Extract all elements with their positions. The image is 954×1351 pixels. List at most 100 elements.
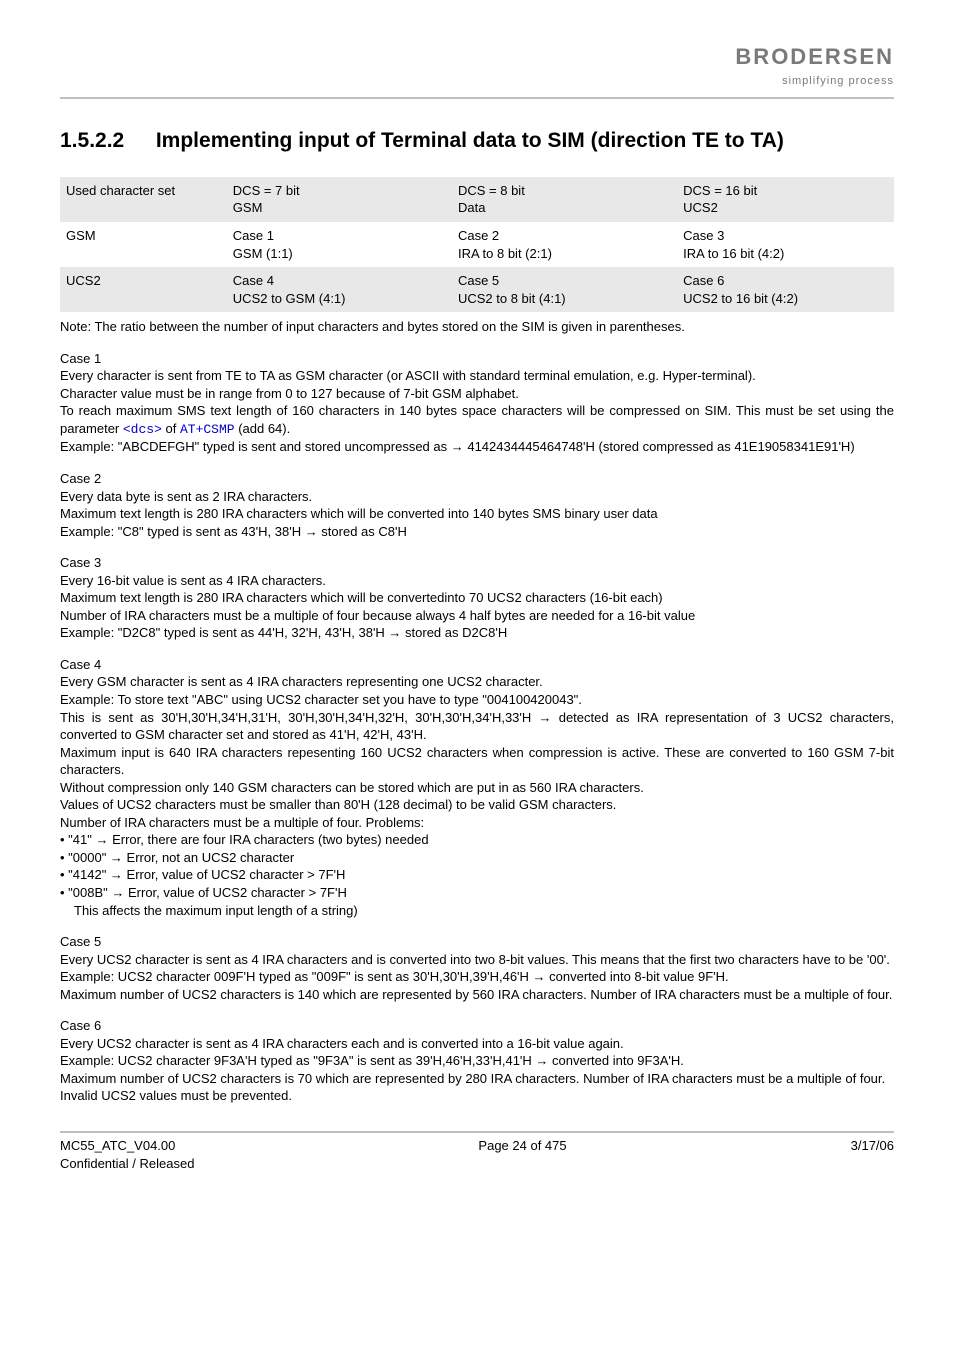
doc-status: Confidential / Released xyxy=(60,1156,194,1171)
page-header: BRODERSEN simplifying process xyxy=(60,42,894,89)
cell-text: Case 6 xyxy=(683,273,724,288)
text-span: of xyxy=(162,421,180,436)
header-rule xyxy=(60,97,894,99)
case-text: Every UCS2 character is sent as 4 IRA ch… xyxy=(60,951,894,969)
case-text: Values of UCS2 characters must be smalle… xyxy=(60,796,894,814)
cell-text: IRA to 8 bit (2:1) xyxy=(458,246,552,261)
case-text: Maximum text length is 280 IRA character… xyxy=(60,589,894,607)
case-text: Invalid UCS2 values must be prevented. xyxy=(60,1087,894,1105)
section-heading: 1.5.2.2 Implementing input of Terminal d… xyxy=(60,127,894,155)
case-text: Maximum number of UCS2 characters is 70 … xyxy=(60,1070,894,1088)
cell-text: Case 2 xyxy=(458,228,499,243)
footer-left: MC55_ATC_V04.00 Confidential / Released xyxy=(60,1137,194,1172)
table-cell: UCS2 xyxy=(60,267,227,312)
table-cell: Case 6 UCS2 to 16 bit (4:2) xyxy=(677,267,894,312)
cell-text: UCS2 xyxy=(683,200,718,215)
brand-name: BRODERSEN xyxy=(735,42,894,72)
cell-text: UCS2 to GSM (4:1) xyxy=(233,291,346,306)
table-cell: Case 5 UCS2 to 8 bit (4:1) xyxy=(452,267,677,312)
case-text: This is sent as 30'H,30'H,34'H,31'H, 30'… xyxy=(60,709,894,744)
dcs-table: Used character set DCS = 7 bit GSM DCS = … xyxy=(60,177,894,312)
case-title: Case 3 xyxy=(60,554,894,572)
list-item: "0000" → Error, not an UCS2 character xyxy=(60,849,894,867)
case-text: Example: UCS2 character 009F'H typed as … xyxy=(60,968,894,986)
case-text: Maximum number of UCS2 characters is 140… xyxy=(60,986,894,1004)
page-footer: MC55_ATC_V04.00 Confidential / Released … xyxy=(60,1137,894,1172)
list-item: "41" → Error, there are four IRA charact… xyxy=(60,831,894,849)
problems-list: "41" → Error, there are four IRA charact… xyxy=(60,831,894,919)
case-text: Example: UCS2 character 9F3A'H typed as … xyxy=(60,1052,894,1070)
table-cell: DCS = 8 bit Data xyxy=(452,177,677,222)
case-6: Case 6 Every UCS2 character is sent as 4… xyxy=(60,1017,894,1105)
cell-text: Case 4 xyxy=(233,273,274,288)
table-cell: Case 3 IRA to 16 bit (4:2) xyxy=(677,222,894,267)
cell-text: DCS = 16 bit xyxy=(683,183,757,198)
case-2: Case 2 Every data byte is sent as 2 IRA … xyxy=(60,470,894,540)
cell-text: UCS2 to 8 bit (4:1) xyxy=(458,291,566,306)
case-text: Every data byte is sent as 2 IRA charact… xyxy=(60,488,894,506)
cell-text: IRA to 16 bit (4:2) xyxy=(683,246,784,261)
case-text: Maximum text length is 280 IRA character… xyxy=(60,505,894,523)
cell-text: DCS = 7 bit xyxy=(233,183,300,198)
case-text: Example: "D2C8" typed is sent as 44'H, 3… xyxy=(60,624,894,642)
case-text: Without compression only 140 GSM charact… xyxy=(60,779,894,797)
table-cell: DCS = 16 bit UCS2 xyxy=(677,177,894,222)
table-row: UCS2 Case 4 UCS2 to GSM (4:1) Case 5 UCS2 … xyxy=(60,267,894,312)
case-5: Case 5 Every UCS2 character is sent as 4… xyxy=(60,933,894,1003)
table-cell: Used character set xyxy=(60,177,227,222)
case-text: Example: To store text "ABC" using UCS2 … xyxy=(60,691,894,709)
brand-tagline: simplifying process xyxy=(782,74,894,89)
list-item: "4142" → Error, value of UCS2 character … xyxy=(60,866,894,884)
table-cell: Case 2 IRA to 8 bit (2:1) xyxy=(452,222,677,267)
case-title: Case 6 xyxy=(60,1017,894,1035)
case-3: Case 3 Every 16-bit value is sent as 4 I… xyxy=(60,554,894,642)
case-text: Every GSM character is sent as 4 IRA cha… xyxy=(60,673,894,691)
cell-text: Case 1 xyxy=(233,228,274,243)
text-span: (add 64). xyxy=(235,421,291,436)
cell-text: GSM xyxy=(233,200,263,215)
case-title: Case 1 xyxy=(60,350,894,368)
case-text: Example: "C8" typed is sent as 43'H, 38'… xyxy=(60,523,894,541)
footer-rule xyxy=(60,1131,894,1133)
case-text: Every UCS2 character is sent as 4 IRA ch… xyxy=(60,1035,894,1053)
case-title: Case 2 xyxy=(60,470,894,488)
table-row: GSM Case 1 GSM (1:1) Case 2 IRA to 8 bit (… xyxy=(60,222,894,267)
table-cell: Case 4 UCS2 to GSM (4:1) xyxy=(227,267,452,312)
cell-text: UCS2 to 16 bit (4:2) xyxy=(683,291,798,306)
list-item: "008B" → Error, value of UCS2 character … xyxy=(60,884,894,902)
code-span: <dcs> xyxy=(123,422,162,437)
cell-text: Case 3 xyxy=(683,228,724,243)
table-note: Note: The ratio between the number of in… xyxy=(60,318,894,336)
footer-right: 3/17/06 xyxy=(851,1137,894,1172)
cell-text: UCS2 xyxy=(66,273,101,288)
case-text: Every character is sent from TE to TA as… xyxy=(60,367,894,385)
case-text: Number of IRA characters must be a multi… xyxy=(60,607,894,625)
cell-text: Case 5 xyxy=(458,273,499,288)
case-1: Case 1 Every character is sent from TE t… xyxy=(60,350,894,456)
table-cell: DCS = 7 bit GSM xyxy=(227,177,452,222)
table-row: Used character set DCS = 7 bit GSM DCS = … xyxy=(60,177,894,222)
case-text: To reach maximum SMS text length of 160 … xyxy=(60,402,894,438)
case-text: Character value must be in range from 0 … xyxy=(60,385,894,403)
case-text: Number of IRA characters must be a multi… xyxy=(60,814,894,832)
list-item: This affects the maximum input length of… xyxy=(60,902,894,920)
cell-text: GSM (1:1) xyxy=(233,246,293,261)
cell-text: GSM xyxy=(66,228,96,243)
doc-id: MC55_ATC_V04.00 xyxy=(60,1138,175,1153)
section-title-text: Implementing input of Terminal data to S… xyxy=(156,129,784,152)
cell-text: Used character set xyxy=(66,183,175,198)
case-title: Case 4 xyxy=(60,656,894,674)
section-number: 1.5.2.2 xyxy=(60,127,150,155)
case-text: Maximum input is 640 IRA characters repe… xyxy=(60,744,894,779)
case-4: Case 4 Every GSM character is sent as 4 … xyxy=(60,656,894,919)
table-cell: GSM xyxy=(60,222,227,267)
table-cell: Case 1 GSM (1:1) xyxy=(227,222,452,267)
case-text: Example: "ABCDEFGH" typed is sent and st… xyxy=(60,438,894,456)
cell-text: DCS = 8 bit xyxy=(458,183,525,198)
code-span: AT+CSMP xyxy=(180,422,235,437)
footer-center: Page 24 of 475 xyxy=(478,1137,566,1172)
case-title: Case 5 xyxy=(60,933,894,951)
cell-text: Data xyxy=(458,200,485,215)
brand-logo: BRODERSEN simplifying process xyxy=(735,42,894,89)
case-text: Every 16-bit value is sent as 4 IRA char… xyxy=(60,572,894,590)
